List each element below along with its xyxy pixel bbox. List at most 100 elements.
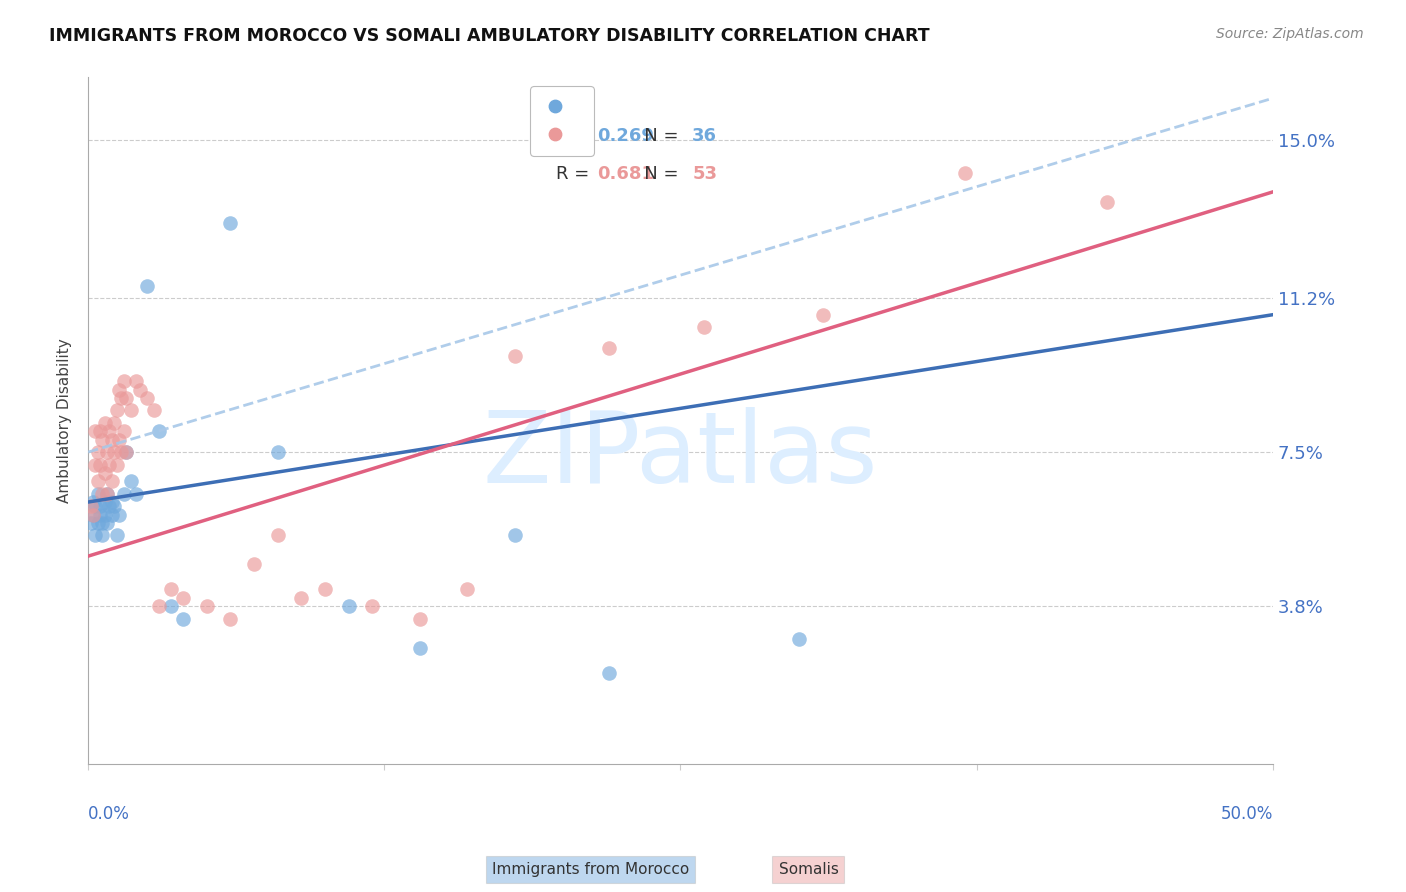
Point bbox=[91, 516, 114, 530]
Point bbox=[82, 508, 104, 522]
Point bbox=[84, 499, 107, 513]
Point bbox=[101, 495, 124, 509]
Point bbox=[79, 499, 101, 513]
Text: 0.269: 0.269 bbox=[598, 127, 654, 145]
Point bbox=[267, 528, 290, 542]
Point bbox=[337, 599, 360, 613]
Point bbox=[115, 391, 138, 405]
Text: IMMIGRANTS FROM MOROCCO VS SOMALI AMBULATORY DISABILITY CORRELATION CHART: IMMIGRANTS FROM MOROCCO VS SOMALI AMBULA… bbox=[49, 27, 929, 45]
Point bbox=[93, 416, 115, 430]
Point bbox=[120, 403, 142, 417]
Point bbox=[108, 383, 131, 397]
Point bbox=[86, 445, 108, 459]
Point bbox=[409, 611, 432, 625]
Point bbox=[108, 508, 131, 522]
Point bbox=[89, 424, 111, 438]
Point bbox=[219, 216, 242, 230]
Point bbox=[110, 391, 132, 405]
Point bbox=[98, 458, 121, 472]
Text: 0.681: 0.681 bbox=[598, 165, 655, 183]
Point bbox=[96, 445, 118, 459]
Point bbox=[84, 528, 107, 542]
Point bbox=[290, 591, 312, 605]
Text: 53: 53 bbox=[692, 165, 717, 183]
Point bbox=[136, 391, 159, 405]
Point bbox=[787, 632, 810, 647]
Point bbox=[243, 558, 266, 572]
Point bbox=[160, 599, 183, 613]
Point bbox=[110, 445, 132, 459]
Point bbox=[98, 424, 121, 438]
Point bbox=[96, 486, 118, 500]
Point bbox=[86, 486, 108, 500]
Y-axis label: Ambulatory Disability: Ambulatory Disability bbox=[58, 338, 72, 503]
Point bbox=[82, 508, 104, 522]
Point bbox=[103, 416, 125, 430]
Point bbox=[112, 424, 135, 438]
Point bbox=[148, 424, 170, 438]
Point bbox=[101, 508, 124, 522]
Point bbox=[101, 433, 124, 447]
Point bbox=[79, 516, 101, 530]
Text: N =: N = bbox=[627, 127, 685, 145]
Point bbox=[811, 308, 834, 322]
Text: N =: N = bbox=[627, 165, 685, 183]
Point bbox=[598, 665, 620, 680]
Point bbox=[115, 445, 138, 459]
Text: 50.0%: 50.0% bbox=[1220, 805, 1272, 823]
Point bbox=[86, 516, 108, 530]
Text: R =: R = bbox=[557, 165, 595, 183]
Point bbox=[115, 445, 138, 459]
Point bbox=[361, 599, 384, 613]
Point bbox=[172, 611, 194, 625]
Point bbox=[103, 445, 125, 459]
Point bbox=[93, 508, 115, 522]
Point bbox=[108, 433, 131, 447]
Point bbox=[456, 582, 478, 597]
Point bbox=[124, 486, 146, 500]
Point bbox=[129, 383, 152, 397]
Point bbox=[112, 374, 135, 388]
Text: Source: ZipAtlas.com: Source: ZipAtlas.com bbox=[1216, 27, 1364, 41]
Point bbox=[93, 495, 115, 509]
Point bbox=[101, 474, 124, 488]
Text: Somalis: Somalis bbox=[779, 863, 838, 877]
Point bbox=[503, 349, 526, 363]
Point bbox=[143, 403, 166, 417]
Point bbox=[314, 582, 336, 597]
Text: ZIPatlas: ZIPatlas bbox=[482, 407, 879, 504]
Point bbox=[89, 499, 111, 513]
Point bbox=[96, 516, 118, 530]
Point bbox=[84, 458, 107, 472]
Point bbox=[195, 599, 218, 613]
Point bbox=[82, 495, 104, 509]
Point bbox=[105, 528, 128, 542]
Point bbox=[93, 466, 115, 480]
Point bbox=[98, 499, 121, 513]
Point bbox=[112, 486, 135, 500]
Point bbox=[953, 166, 976, 180]
Point bbox=[160, 582, 183, 597]
Text: 0.0%: 0.0% bbox=[89, 805, 129, 823]
Point bbox=[89, 508, 111, 522]
Text: Immigrants from Morocco: Immigrants from Morocco bbox=[492, 863, 689, 877]
Legend: , : , bbox=[530, 87, 593, 156]
Point bbox=[409, 640, 432, 655]
Point bbox=[693, 320, 716, 334]
Point bbox=[86, 474, 108, 488]
Point bbox=[136, 278, 159, 293]
Point bbox=[219, 611, 242, 625]
Point bbox=[103, 499, 125, 513]
Point bbox=[96, 486, 118, 500]
Text: 36: 36 bbox=[692, 127, 717, 145]
Point bbox=[91, 486, 114, 500]
Point bbox=[105, 458, 128, 472]
Point bbox=[124, 374, 146, 388]
Point bbox=[120, 474, 142, 488]
Point bbox=[598, 341, 620, 355]
Point bbox=[91, 433, 114, 447]
Point bbox=[89, 458, 111, 472]
Point bbox=[503, 528, 526, 542]
Point bbox=[91, 528, 114, 542]
Point bbox=[84, 424, 107, 438]
